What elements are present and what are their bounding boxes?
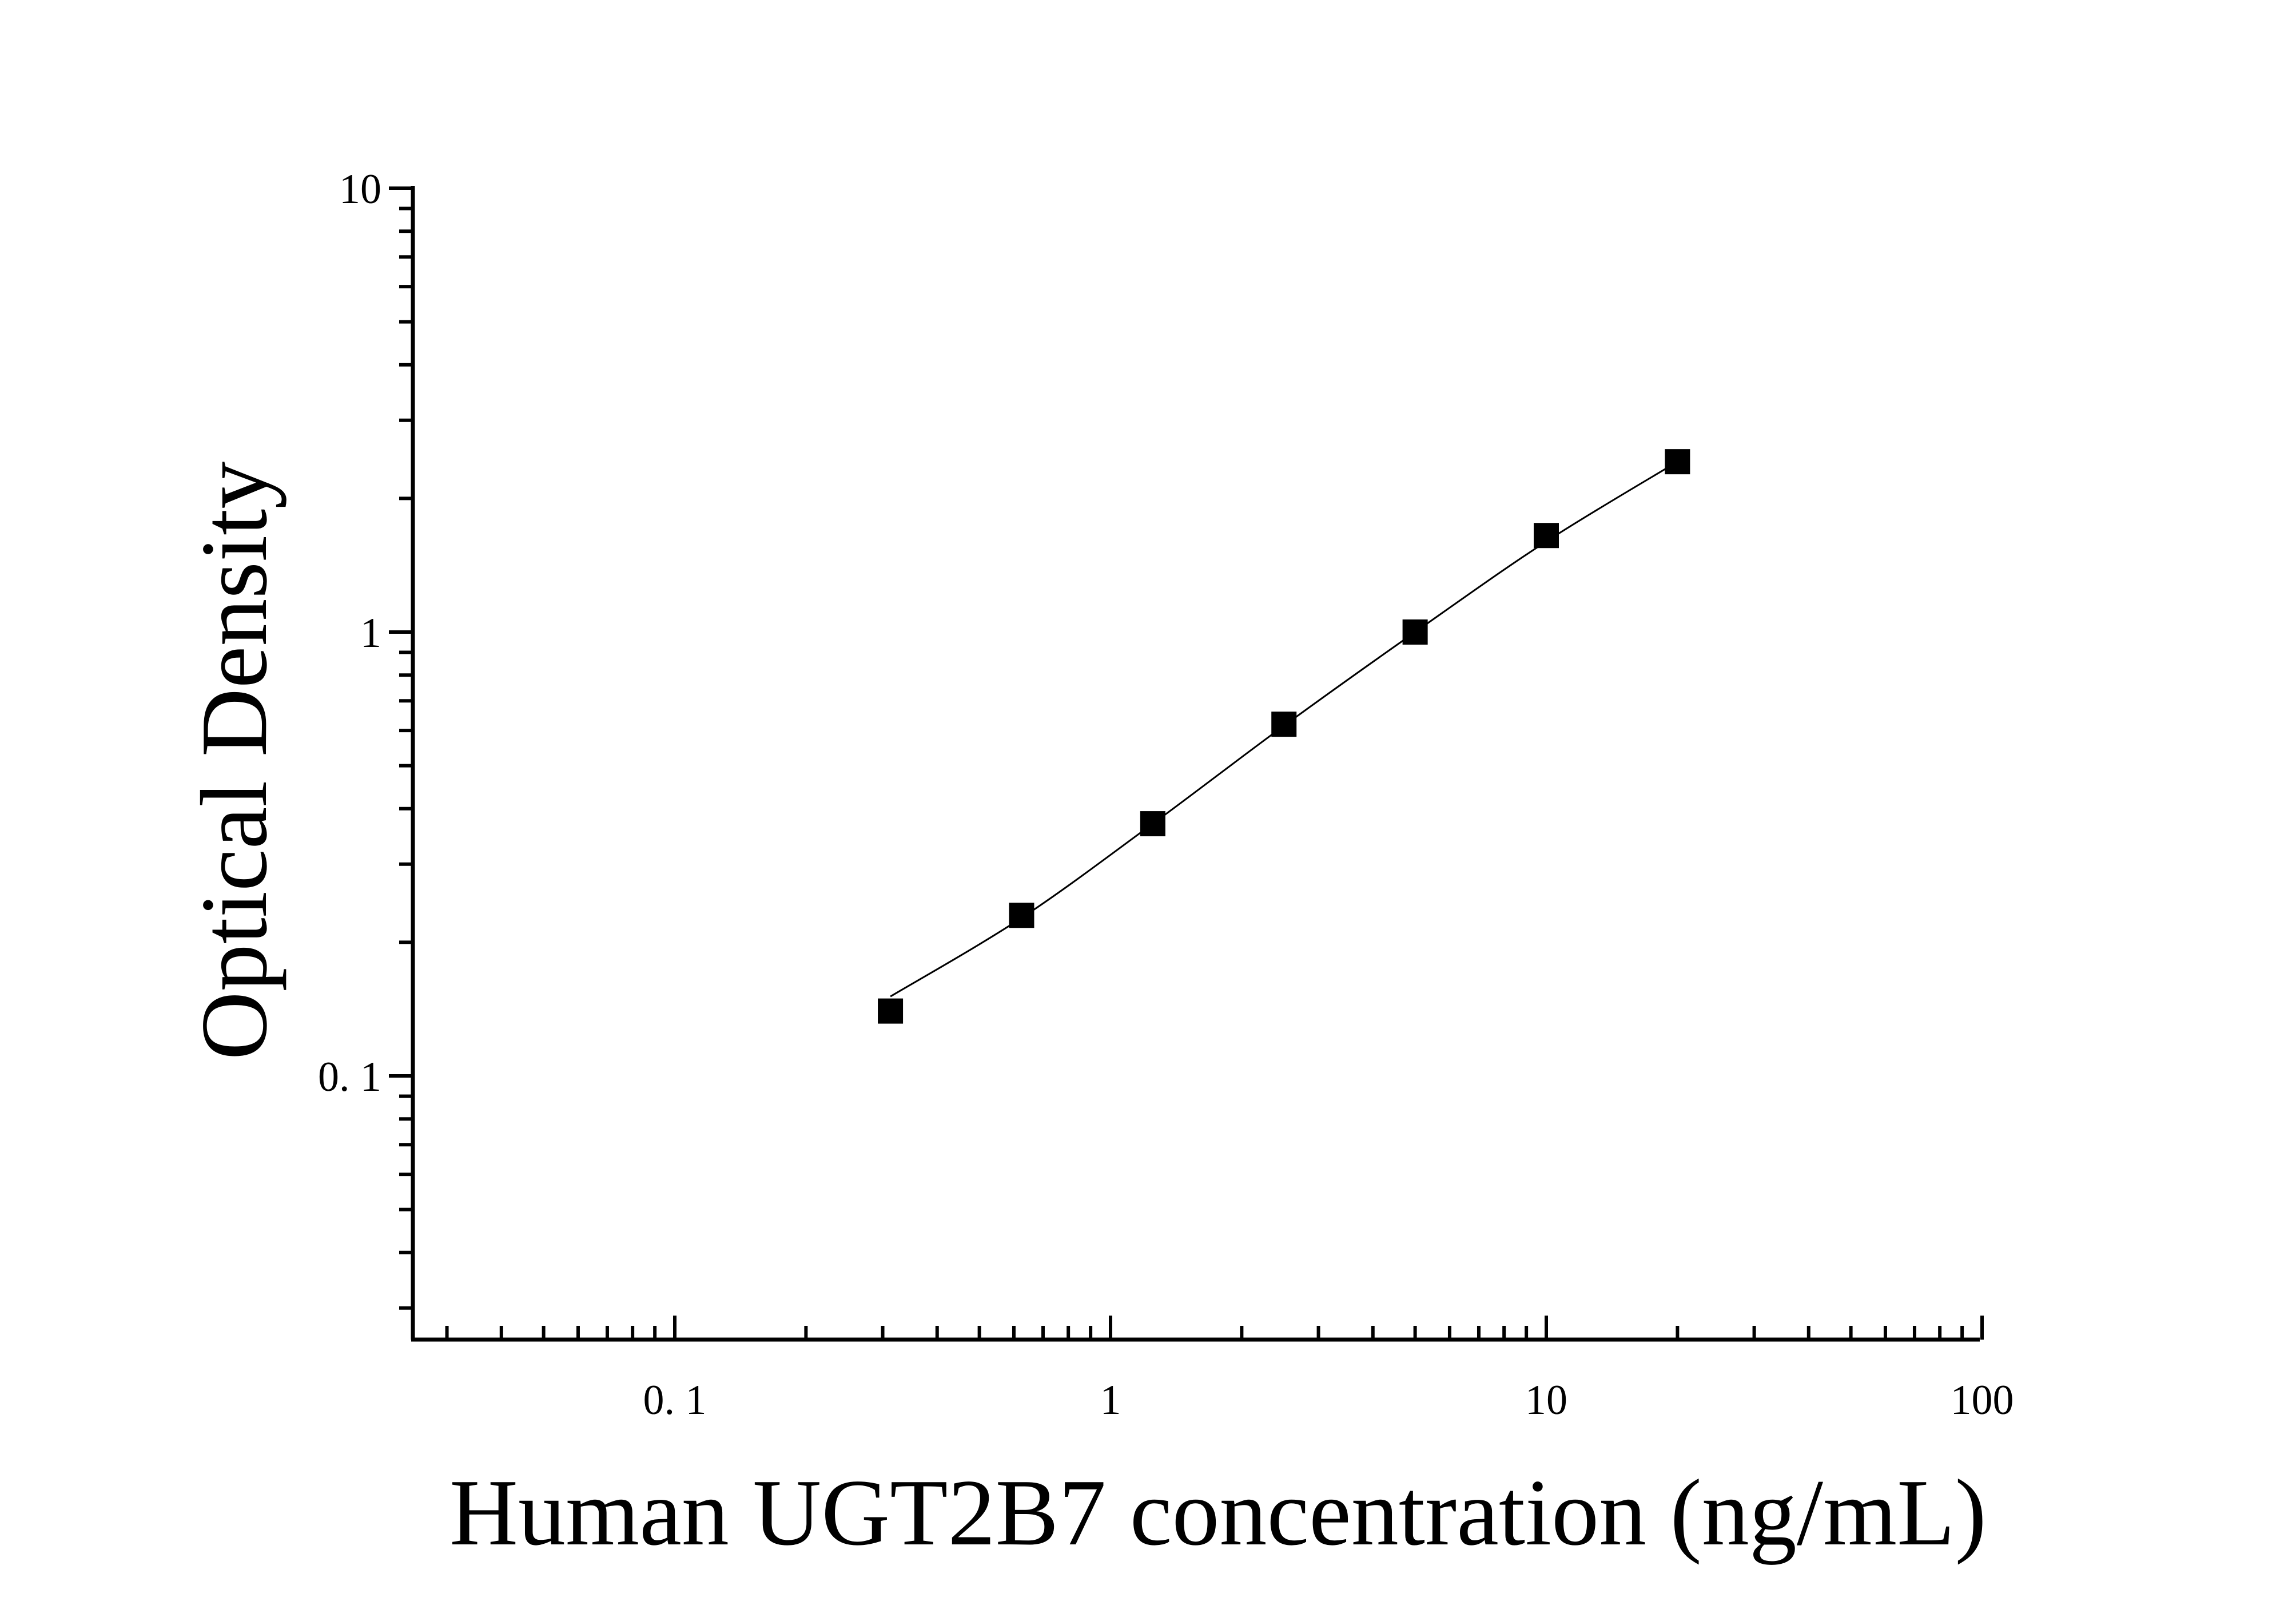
y-axis-title: Optical Density bbox=[181, 462, 286, 1060]
data-point bbox=[1402, 619, 1428, 645]
y-tick-label: 0. 1 bbox=[318, 1054, 381, 1101]
axes bbox=[389, 186, 1984, 1342]
x-axis-title: Human UGT2B7 concentration (ng/mL) bbox=[449, 1460, 1987, 1565]
data-point bbox=[1271, 712, 1297, 737]
y-tick-label: 10 bbox=[339, 166, 381, 213]
data-points-layer bbox=[878, 449, 1690, 1024]
data-point bbox=[1009, 903, 1034, 928]
data-point bbox=[1140, 811, 1165, 837]
x-tick-label: 1 bbox=[1100, 1377, 1121, 1424]
tick-labels-layer: 0. 1 1 10 100 0. 1 1 10 bbox=[318, 166, 2014, 1424]
x-tick-label: 0. 1 bbox=[643, 1377, 707, 1424]
data-point bbox=[1534, 523, 1559, 549]
y-tick-label: 1 bbox=[360, 610, 381, 657]
x-tick-label: 100 bbox=[1951, 1377, 2014, 1424]
data-point bbox=[878, 998, 904, 1024]
data-point bbox=[1665, 449, 1690, 475]
x-tick-label: 10 bbox=[1525, 1377, 1567, 1424]
